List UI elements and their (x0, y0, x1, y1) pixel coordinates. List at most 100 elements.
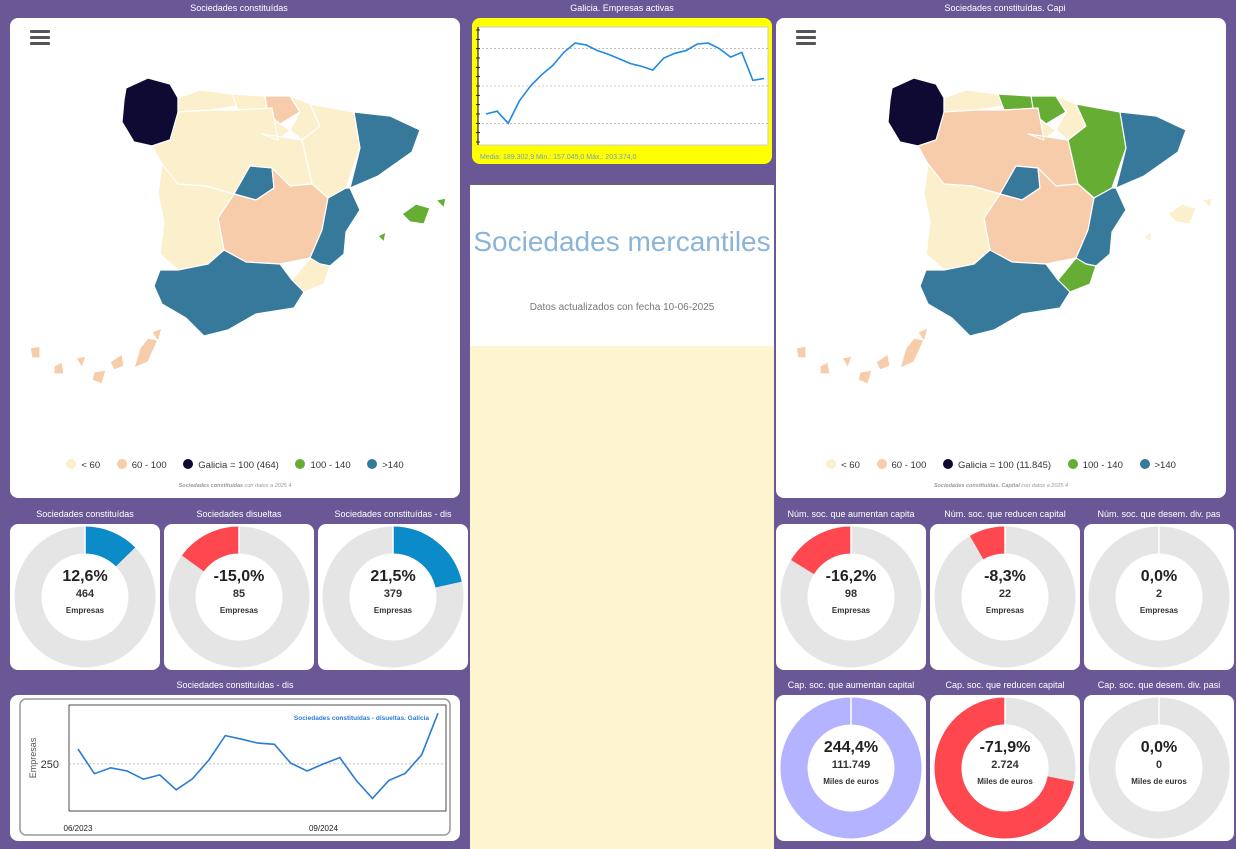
region-andalucia[interactable] (919, 249, 1071, 337)
legend-dot (183, 459, 194, 469)
region-valencia[interactable] (309, 187, 361, 267)
gauge-capital-reduce-count[interactable]: -8,3% 22 Empresas (930, 524, 1080, 670)
region-baleares[interactable] (1143, 197, 1213, 243)
legend-dot (295, 459, 306, 469)
legend-item[interactable]: Galicia = 100 (11.845) (943, 459, 1051, 471)
legend-item[interactable]: 100 - 140 (295, 459, 351, 471)
gauge-title: Núm. soc. que reducen capital (944, 509, 1066, 519)
gauge-value: 2 (1155, 588, 1163, 600)
series-line[interactable] (77, 712, 439, 800)
chart-legend[interactable]: Sociedades constituídas - disueltas. Gal… (294, 715, 429, 722)
legend-item[interactable]: 100 - 140 (1067, 459, 1123, 471)
gauge-disbursement-amount[interactable]: 0,0% 0 Miles de euros (1084, 695, 1234, 841)
legend-item[interactable]: >140 (367, 459, 404, 471)
gauge-value: 379 (383, 588, 403, 600)
legend-item[interactable]: < 60 (826, 459, 860, 471)
gauge-value: 2.724 (991, 759, 1019, 771)
x-tick-label: 06/2023 (64, 824, 93, 833)
gauge-value: 85 (232, 588, 246, 600)
gauge-arc (392, 526, 462, 589)
active-companies-chart-card: Media: 189.302,9 Min.: 157.045,0 Máx.: 2… (472, 18, 772, 164)
gauge-unit: Empresas (1139, 606, 1179, 615)
gauge-unit: Miles de euros (823, 777, 879, 786)
gauge-capital-reduce-amount[interactable]: -71,9% 2.724 Miles de euros (930, 695, 1080, 841)
region-galicia[interactable] (887, 77, 945, 147)
gauge-unit: Miles de euros (977, 777, 1033, 786)
map-right-credit: Sociedades constituídas. Capital con dat… (776, 483, 1226, 489)
region-cataluna[interactable] (1115, 111, 1187, 189)
gauge-unit: Miles de euros (1131, 777, 1187, 786)
gauge-disbursement-count[interactable]: 0,0% 2 Empresas (1084, 524, 1234, 670)
map-left-card: < 60 60 - 100 Galicia = 100 (464) 100 - … (10, 18, 460, 498)
region-valencia[interactable] (1075, 187, 1127, 267)
legend-item[interactable]: < 60 (66, 459, 100, 471)
gauge-value: 464 (75, 588, 95, 600)
legend-label: 100 - 140 (310, 460, 351, 471)
legend-label: >140 (1154, 460, 1176, 471)
region-asturias[interactable] (177, 89, 239, 113)
legend-item[interactable]: Galicia = 100 (464) (183, 459, 279, 471)
gauge-title: Sociedades constituídas - dis (334, 509, 452, 519)
legend-label: Galicia = 100 (464) (198, 460, 279, 471)
legend-dot (826, 459, 837, 469)
gauge-percent: -71,9% (979, 739, 1031, 756)
region-galicia[interactable] (121, 77, 179, 147)
gauge-title: Cap. soc. que reducen capital (945, 680, 1065, 690)
gauge-dissolved[interactable]: -15,0% 85 Empresas (164, 524, 314, 670)
gauge-arc (969, 526, 1006, 560)
credit-bold: Sociedades constituídas (178, 483, 244, 489)
gauge-title: Núm. soc. que aumentan capita (787, 509, 915, 519)
legend-dot (1139, 459, 1150, 469)
legend-item[interactable]: 60 - 100 (876, 459, 927, 471)
active-chart-title: Galicia. Empresas activas (570, 3, 674, 13)
region-canarias[interactable] (29, 327, 163, 385)
region-asturias[interactable] (943, 89, 1005, 113)
region-cataluna[interactable] (349, 111, 421, 189)
hamburger-menu-icon[interactable] (796, 30, 816, 46)
legend-label: 60 - 100 (891, 460, 927, 471)
line-chart-card: 250 Empresas Sociedades constituídas - d… (10, 695, 460, 841)
map-left-legend: < 60 60 - 100 Galicia = 100 (464) 100 - … (10, 459, 460, 471)
line-chart-title: Sociedades constituídas - dis (176, 680, 294, 690)
gauge-value: 111.749 (831, 759, 871, 771)
spain-map-left (29, 77, 447, 385)
region-baleares[interactable] (377, 197, 447, 243)
gauge-arc (934, 697, 1075, 839)
credit-rest: con datos a 2025 4 (1019, 483, 1069, 489)
gauge-unit: Empresas (373, 606, 413, 615)
gauge-capital-increase-count[interactable]: -16,2% 98 Empresas (776, 524, 926, 670)
gauge-capital-increase-amount[interactable]: 244,4% 111.749 Miles de euros (776, 695, 926, 841)
legend-dot (66, 459, 77, 469)
legend-dot (116, 459, 127, 469)
legend-label: Galicia = 100 (11.845) (958, 460, 1052, 471)
region-canarias[interactable] (795, 327, 929, 385)
gauge-value: 98 (844, 588, 858, 600)
gauge-value: 22 (998, 588, 1012, 600)
gauge-value: 0 (1155, 759, 1163, 771)
gauge-arc (84, 526, 136, 567)
legend-label: < 60 (841, 460, 860, 471)
gauge-constituted[interactable]: 12,6% 464 Empresas (10, 524, 160, 670)
x-tick-label: 09/2024 (309, 824, 338, 833)
y-axis-label: Empresas (28, 737, 38, 778)
legend-label: < 60 (81, 460, 101, 471)
gauge-unit: Empresas (985, 606, 1025, 615)
plot-area (68, 704, 447, 812)
legend-dot (876, 459, 887, 469)
legend-item[interactable]: 60 - 100 (116, 459, 167, 471)
gauge-net[interactable]: 21,5% 379 Empresas (318, 524, 468, 670)
gauge-title: Cap. soc. que desem. div. pasi (1097, 680, 1221, 690)
region-andalucia[interactable] (153, 249, 305, 337)
gauge-percent: 12,6% (62, 568, 108, 585)
hamburger-menu-icon[interactable] (30, 30, 50, 46)
gauge-percent: 0,0% (1140, 568, 1178, 585)
map-right-card: < 60 60 - 100 Galicia = 100 (11.845) 100… (776, 18, 1226, 498)
legend-item[interactable]: >140 (1139, 459, 1176, 471)
map-right-title: Sociedades constituídas. Capi (944, 3, 1066, 13)
credit-rest: con datos a 2025 4 (243, 483, 292, 489)
gauge-unit: Empresas (219, 606, 259, 615)
gauge-percent: -15,0% (213, 568, 265, 585)
active-companies-line[interactable] (485, 42, 765, 125)
active-chart-stats: Media: 189.302,9 Min.: 157.045,0 Máx.: 2… (480, 154, 637, 161)
legend-label: 100 - 140 (1082, 460, 1123, 471)
